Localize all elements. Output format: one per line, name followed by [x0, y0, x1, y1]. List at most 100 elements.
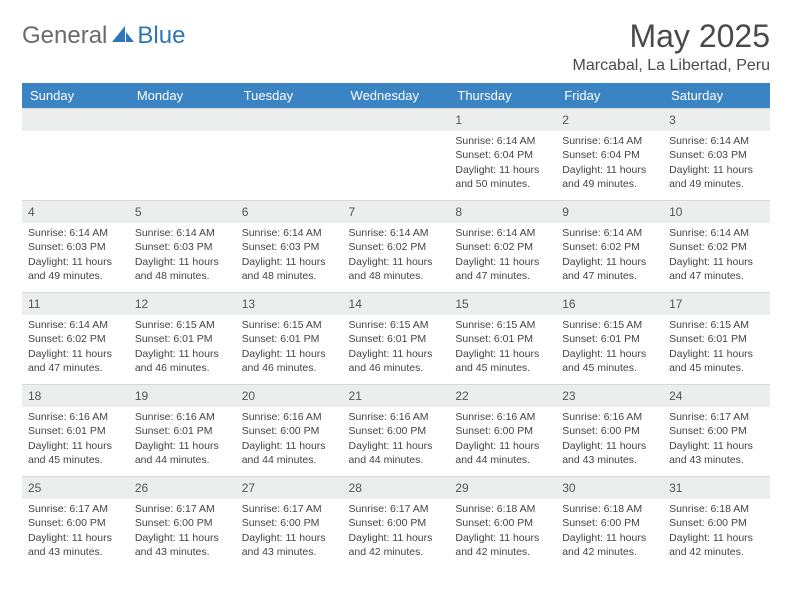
weekday-tuesday: Tuesday: [236, 83, 343, 108]
calendar-cell: 15Sunrise: 6:15 AMSunset: 6:01 PMDayligh…: [449, 292, 556, 384]
day-body-empty: [22, 131, 129, 191]
sunrise-text: Sunrise: 6:17 AM: [135, 502, 230, 516]
day-body: Sunrise: 6:14 AMSunset: 6:02 PMDaylight:…: [449, 223, 556, 289]
day-body: Sunrise: 6:17 AMSunset: 6:00 PMDaylight:…: [343, 499, 450, 565]
sunset-text: Sunset: 6:04 PM: [455, 148, 550, 162]
sunrise-text: Sunrise: 6:14 AM: [28, 318, 123, 332]
daylight-text: Daylight: 11 hours and 44 minutes.: [135, 439, 230, 467]
day-body: Sunrise: 6:17 AMSunset: 6:00 PMDaylight:…: [663, 407, 770, 473]
calendar-cell: 18Sunrise: 6:16 AMSunset: 6:01 PMDayligh…: [22, 384, 129, 476]
sunrise-text: Sunrise: 6:15 AM: [349, 318, 444, 332]
sunrise-text: Sunrise: 6:17 AM: [242, 502, 337, 516]
calendar-cell: 23Sunrise: 6:16 AMSunset: 6:00 PMDayligh…: [556, 384, 663, 476]
day-number: 30: [556, 476, 663, 499]
day-number: 9: [556, 200, 663, 223]
sunset-text: Sunset: 6:00 PM: [242, 424, 337, 438]
calendar-cell: 27Sunrise: 6:17 AMSunset: 6:00 PMDayligh…: [236, 476, 343, 568]
calendar-cell: 2Sunrise: 6:14 AMSunset: 6:04 PMDaylight…: [556, 108, 663, 200]
day-number: 13: [236, 292, 343, 315]
daylight-text: Daylight: 11 hours and 45 minutes.: [455, 347, 550, 375]
day-number: 21: [343, 384, 450, 407]
day-number: 15: [449, 292, 556, 315]
daylight-text: Daylight: 11 hours and 43 minutes.: [669, 439, 764, 467]
day-body: Sunrise: 6:18 AMSunset: 6:00 PMDaylight:…: [556, 499, 663, 565]
sunrise-text: Sunrise: 6:18 AM: [669, 502, 764, 516]
day-body: Sunrise: 6:18 AMSunset: 6:00 PMDaylight:…: [449, 499, 556, 565]
day-body: Sunrise: 6:14 AMSunset: 6:04 PMDaylight:…: [556, 131, 663, 197]
sunrise-text: Sunrise: 6:14 AM: [242, 226, 337, 240]
daylight-text: Daylight: 11 hours and 46 minutes.: [242, 347, 337, 375]
sunrise-text: Sunrise: 6:15 AM: [669, 318, 764, 332]
weekday-sunday: Sunday: [22, 83, 129, 108]
daylight-text: Daylight: 11 hours and 48 minutes.: [242, 255, 337, 283]
month-title: May 2025: [573, 18, 770, 55]
day-body: Sunrise: 6:14 AMSunset: 6:02 PMDaylight:…: [556, 223, 663, 289]
daylight-text: Daylight: 11 hours and 45 minutes.: [562, 347, 657, 375]
sunset-text: Sunset: 6:01 PM: [349, 332, 444, 346]
sunrise-text: Sunrise: 6:17 AM: [349, 502, 444, 516]
daylight-text: Daylight: 11 hours and 42 minutes.: [455, 531, 550, 559]
weekday-saturday: Saturday: [663, 83, 770, 108]
day-body: Sunrise: 6:15 AMSunset: 6:01 PMDaylight:…: [449, 315, 556, 381]
day-number: 10: [663, 200, 770, 223]
daylight-text: Daylight: 11 hours and 47 minutes.: [562, 255, 657, 283]
daylight-text: Daylight: 11 hours and 44 minutes.: [242, 439, 337, 467]
sunrise-text: Sunrise: 6:14 AM: [135, 226, 230, 240]
day-number: 26: [129, 476, 236, 499]
daylight-text: Daylight: 11 hours and 42 minutes.: [349, 531, 444, 559]
day-number: 4: [22, 200, 129, 223]
sunset-text: Sunset: 6:00 PM: [455, 516, 550, 530]
day-number: 8: [449, 200, 556, 223]
sunrise-text: Sunrise: 6:14 AM: [455, 226, 550, 240]
sunset-text: Sunset: 6:03 PM: [669, 148, 764, 162]
sunset-text: Sunset: 6:01 PM: [135, 424, 230, 438]
day-body: Sunrise: 6:18 AMSunset: 6:00 PMDaylight:…: [663, 499, 770, 565]
sunset-text: Sunset: 6:00 PM: [562, 516, 657, 530]
day-body: Sunrise: 6:14 AMSunset: 6:03 PMDaylight:…: [129, 223, 236, 289]
day-number: 29: [449, 476, 556, 499]
day-number: 27: [236, 476, 343, 499]
daylight-text: Daylight: 11 hours and 45 minutes.: [669, 347, 764, 375]
calendar-cell: 4Sunrise: 6:14 AMSunset: 6:03 PMDaylight…: [22, 200, 129, 292]
calendar-cell: 28Sunrise: 6:17 AMSunset: 6:00 PMDayligh…: [343, 476, 450, 568]
day-body: Sunrise: 6:14 AMSunset: 6:03 PMDaylight:…: [236, 223, 343, 289]
day-number: 31: [663, 476, 770, 499]
day-body: Sunrise: 6:17 AMSunset: 6:00 PMDaylight:…: [129, 499, 236, 565]
day-body: Sunrise: 6:16 AMSunset: 6:00 PMDaylight:…: [343, 407, 450, 473]
calendar-cell: 22Sunrise: 6:16 AMSunset: 6:00 PMDayligh…: [449, 384, 556, 476]
logo: General Blue: [22, 22, 185, 50]
day-number-empty: [343, 108, 450, 131]
calendar-cell: [343, 108, 450, 200]
sunset-text: Sunset: 6:03 PM: [28, 240, 123, 254]
day-number: 5: [129, 200, 236, 223]
sunset-text: Sunset: 6:02 PM: [455, 240, 550, 254]
day-body: Sunrise: 6:16 AMSunset: 6:01 PMDaylight:…: [129, 407, 236, 473]
calendar-cell: 20Sunrise: 6:16 AMSunset: 6:00 PMDayligh…: [236, 384, 343, 476]
logo-text-blue: Blue: [137, 22, 185, 50]
day-number: 17: [663, 292, 770, 315]
calendar-cell: 31Sunrise: 6:18 AMSunset: 6:00 PMDayligh…: [663, 476, 770, 568]
sunrise-text: Sunrise: 6:15 AM: [135, 318, 230, 332]
sunset-text: Sunset: 6:02 PM: [349, 240, 444, 254]
title-block: May 2025 Marcabal, La Libertad, Peru: [573, 18, 770, 75]
calendar-cell: 13Sunrise: 6:15 AMSunset: 6:01 PMDayligh…: [236, 292, 343, 384]
day-body-empty: [129, 131, 236, 191]
day-body: Sunrise: 6:16 AMSunset: 6:00 PMDaylight:…: [449, 407, 556, 473]
calendar-cell: 10Sunrise: 6:14 AMSunset: 6:02 PMDayligh…: [663, 200, 770, 292]
daylight-text: Daylight: 11 hours and 46 minutes.: [349, 347, 444, 375]
calendar-cell: 30Sunrise: 6:18 AMSunset: 6:00 PMDayligh…: [556, 476, 663, 568]
sunset-text: Sunset: 6:03 PM: [135, 240, 230, 254]
calendar-cell: 26Sunrise: 6:17 AMSunset: 6:00 PMDayligh…: [129, 476, 236, 568]
daylight-text: Daylight: 11 hours and 42 minutes.: [669, 531, 764, 559]
day-body: Sunrise: 6:15 AMSunset: 6:01 PMDaylight:…: [129, 315, 236, 381]
daylight-text: Daylight: 11 hours and 42 minutes.: [562, 531, 657, 559]
sunrise-text: Sunrise: 6:17 AM: [669, 410, 764, 424]
day-number: 25: [22, 476, 129, 499]
sunset-text: Sunset: 6:00 PM: [562, 424, 657, 438]
calendar-cell: [22, 108, 129, 200]
day-number-empty: [236, 108, 343, 131]
sunset-text: Sunset: 6:01 PM: [562, 332, 657, 346]
calendar-cell: 1Sunrise: 6:14 AMSunset: 6:04 PMDaylight…: [449, 108, 556, 200]
sunrise-text: Sunrise: 6:16 AM: [349, 410, 444, 424]
location-text: Marcabal, La Libertad, Peru: [573, 57, 770, 75]
